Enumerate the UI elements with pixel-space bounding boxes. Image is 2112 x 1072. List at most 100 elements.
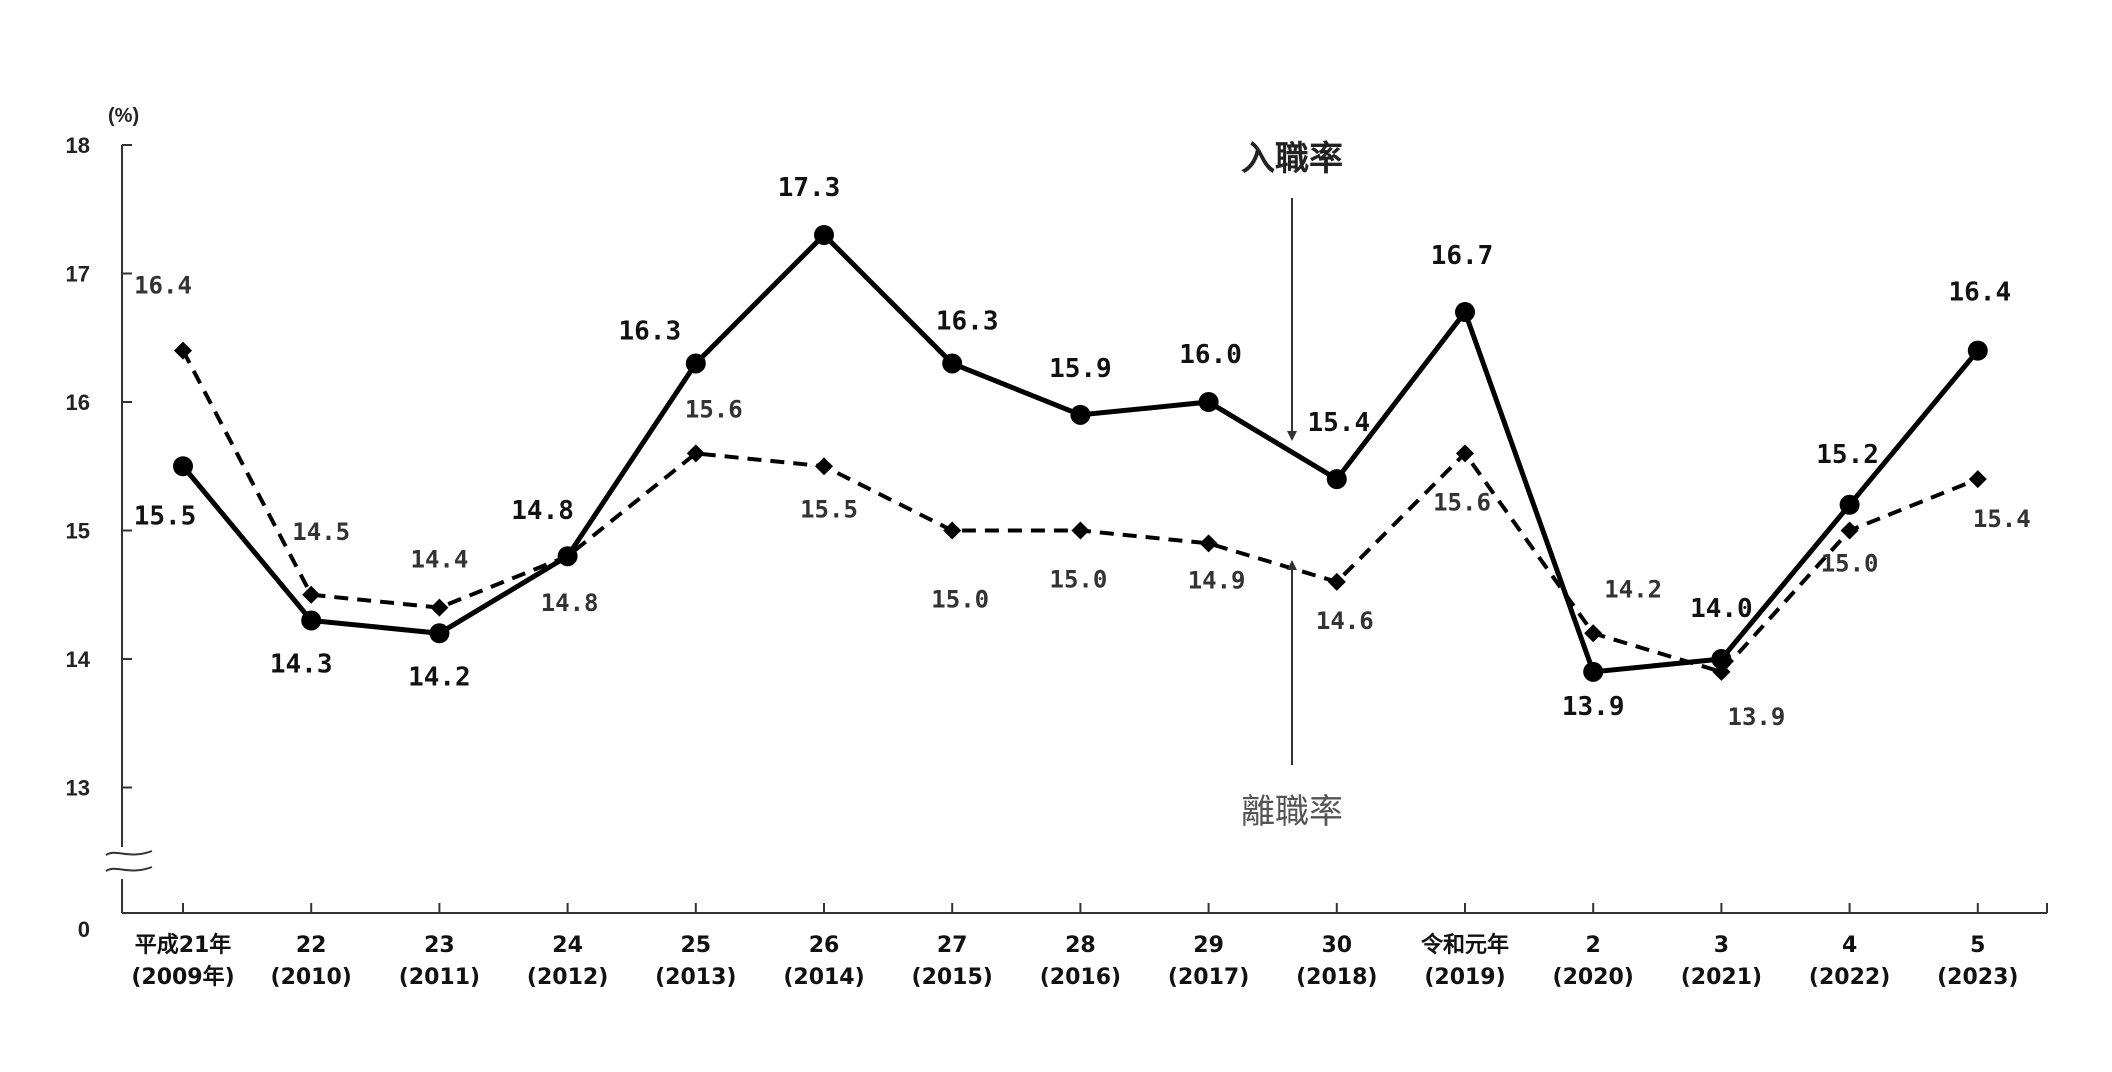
- hire-rate-label: 15.5: [134, 501, 197, 531]
- separation-rate-point: [1199, 534, 1218, 553]
- hire-rate-label: 16.3: [936, 306, 999, 336]
- series-markers: [173, 224, 1988, 682]
- separation-rate-point: [815, 457, 833, 476]
- hire-rate-label: 16.0: [1179, 340, 1242, 370]
- hire-rate-point: [1967, 340, 1988, 361]
- x-tick-sublabel: (2011): [399, 965, 480, 990]
- y-tick-label: 0: [78, 917, 90, 942]
- separation-rate-label: 14.8: [541, 589, 599, 617]
- hire-rate-label: 14.0: [1690, 594, 1753, 624]
- x-tick-sublabel: (2023): [1937, 965, 2018, 990]
- hire-rate-label: 17.3: [778, 173, 841, 203]
- separation-rate-point: [302, 585, 321, 604]
- hire-rate-point: [429, 623, 450, 644]
- x-tick-label: 5: [1970, 933, 1985, 958]
- x-tick-sublabel: (2009年): [131, 964, 234, 990]
- hire-rate-point: [1198, 392, 1219, 412]
- x-tick-label: 23: [424, 933, 455, 958]
- hire-rate-label: 15.2: [1816, 440, 1879, 470]
- hire-rate-point: [173, 456, 193, 477]
- separation-rate-label: 14.4: [411, 546, 469, 574]
- y-tick-label: 15: [66, 519, 90, 544]
- hire-rate-point: [814, 224, 834, 245]
- x-tick-labels: 平成21年 (2009年) 22 (2010) 23 (2011) 24 (2012) 25 (2…: [131, 932, 2018, 990]
- x-tick-label: 28: [1065, 933, 1096, 958]
- y-tick-label: 17: [66, 262, 90, 287]
- separation-rate-point: [1712, 662, 1731, 681]
- separation-rate-point: [1071, 521, 1090, 540]
- x-tick-label: 29: [1193, 933, 1224, 958]
- y-tick-label: 13: [66, 776, 90, 801]
- x-tick-sublabel: (2012): [527, 965, 608, 990]
- hire-rate-point: [685, 353, 706, 374]
- separation-rate-point: [174, 341, 192, 360]
- x-tick-label: 25: [680, 933, 711, 958]
- separation-rate-point: [1456, 444, 1474, 463]
- separation-rate-label: 15.6: [685, 395, 743, 423]
- x-tick-sublabel: (2022): [1809, 965, 1890, 990]
- separation-rate-label: 15.0: [931, 586, 989, 614]
- separation-rate-label: 15.6: [1433, 488, 1491, 516]
- separation-rate-label: 14.5: [292, 518, 350, 546]
- axes: [105, 144, 2048, 914]
- hire-rate-point: [1070, 404, 1091, 425]
- x-tick-sublabel: (2016): [1040, 965, 1121, 990]
- y-unit-label: (%): [108, 105, 139, 127]
- separation-rate-point: [558, 547, 577, 566]
- hire-rate-point: [1455, 302, 1475, 323]
- data-labels: 15.5 14.3 14.2 14.8 16.3 17.3 16.3 15.9 16.0 15.4…: [134, 173, 2031, 731]
- x-tick-sublabel: (2018): [1296, 965, 1377, 990]
- y-tick-label: 18: [66, 133, 90, 158]
- hire-rate-label: 13.9: [1562, 692, 1625, 722]
- separation-rate-label: 15.4: [1973, 505, 2031, 533]
- x-tick-label: 26: [809, 933, 840, 958]
- x-tick-sublabel: (2019): [1424, 965, 1505, 990]
- hire-rate-label: 14.2: [408, 662, 471, 692]
- separation-rate-point: [686, 444, 705, 463]
- separation-rate-label: 14.6: [1316, 607, 1374, 635]
- separation-rate-point: [1840, 521, 1859, 540]
- x-tick-label: 22: [296, 933, 327, 958]
- separation-rate-point: [1584, 624, 1603, 643]
- x-tick-label: 4: [1842, 933, 1857, 958]
- hire-rate-point: [1583, 661, 1604, 682]
- separation-rate-label: 15.0: [1050, 566, 1108, 594]
- axis-break-mark: [105, 850, 153, 856]
- separation-rate-point: [430, 598, 449, 617]
- hire-rate-label: 16.3: [618, 316, 681, 346]
- hire-rate-label: 15.4: [1307, 408, 1370, 438]
- x-tick-sublabel: (2010): [271, 965, 352, 990]
- y-tick-labels: 0 13 14 15 16 17 18 (%): [66, 105, 140, 942]
- separation-rate-label: 14.9: [1188, 566, 1246, 594]
- axis-break-mark: [105, 866, 153, 872]
- separation-rate-point: [1968, 470, 1987, 489]
- hire-rate-label: 14.3: [270, 649, 333, 679]
- separation-rate-label: 13.9: [1728, 703, 1786, 731]
- x-tick-sublabel: (2021): [1681, 965, 1762, 990]
- separation-rate-label: 15.0: [1821, 550, 1879, 578]
- separation-rate-label: 14.2: [1604, 575, 1662, 603]
- x-tick-label: 24: [552, 933, 583, 958]
- separation-rate-point: [1327, 572, 1346, 591]
- x-tick-label: 令和元年: [1421, 932, 1509, 958]
- y-tick-label: 16: [66, 390, 90, 415]
- hire-rate-annotation: 入職率: [1241, 139, 1343, 179]
- hire-rate-point: [1711, 649, 1732, 669]
- hire-rate-label: 15.9: [1049, 354, 1112, 384]
- separation-rate-label: 15.5: [800, 495, 858, 523]
- x-tick-sublabel: (2013): [655, 965, 736, 990]
- separation-rate-point: [943, 521, 962, 540]
- x-tick-sublabel: (2014): [783, 965, 864, 990]
- hire-rate-label: 14.8: [511, 496, 574, 526]
- x-tick-label: 3: [1714, 933, 1729, 958]
- x-tick-label: 30: [1321, 933, 1352, 958]
- hire-rate-point: [942, 353, 963, 374]
- x-tick-label: 平成21年: [135, 932, 232, 958]
- x-tick-sublabel: (2020): [1553, 965, 1634, 990]
- separation-rate-annotation: 離職率: [1241, 792, 1343, 832]
- hire-rate-point: [1839, 494, 1860, 515]
- hire-rate-label: 16.7: [1431, 241, 1494, 271]
- y-tick-label: 14: [66, 647, 91, 672]
